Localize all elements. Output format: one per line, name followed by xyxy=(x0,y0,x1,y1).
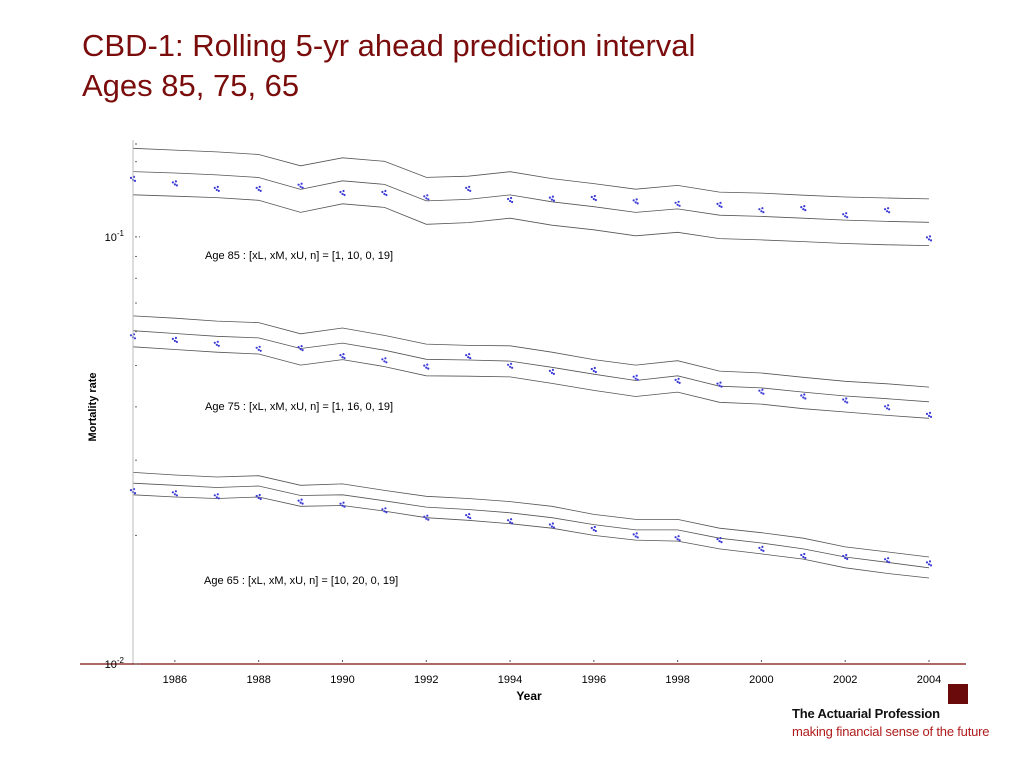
data-point xyxy=(381,357,388,364)
data-point xyxy=(171,490,178,497)
data-point xyxy=(297,182,304,189)
data-point xyxy=(674,200,681,207)
x-tick-label: 2002 xyxy=(833,674,857,686)
panel-annotation: Age 75 : [xL, xM, xU, n] = [1, 16, 0, 19… xyxy=(205,401,393,413)
data-point xyxy=(297,345,304,352)
panel-annotation: Age 65 : [xL, xM, xU, n] = [10, 20, 0, 1… xyxy=(204,575,398,587)
data-point xyxy=(800,205,807,212)
chart-labels: 1986 1988 1990 1992 1994 1996 1998 2000 2002 2004… xyxy=(87,229,941,703)
data-point xyxy=(632,198,639,205)
title-line-1: CBD-1: Rolling 5-yr ahead prediction int… xyxy=(82,28,696,63)
data-point xyxy=(758,207,765,214)
data-point xyxy=(674,377,681,384)
data-point xyxy=(548,368,556,375)
data-point xyxy=(423,363,430,370)
data-point xyxy=(590,194,597,202)
observed-points xyxy=(129,175,933,567)
data-point xyxy=(800,393,807,400)
chart-axes xyxy=(80,140,966,665)
data-point xyxy=(255,345,262,352)
data-point xyxy=(339,501,346,508)
y-axis-label: Mortality rate xyxy=(87,372,99,441)
data-point xyxy=(800,552,807,560)
data-point xyxy=(716,201,723,208)
data-point xyxy=(213,340,220,347)
data-point xyxy=(548,522,556,529)
x-tick-label: 1998 xyxy=(665,674,689,686)
data-point xyxy=(507,362,514,369)
data-point xyxy=(590,366,597,374)
data-point xyxy=(213,493,220,500)
data-point xyxy=(507,518,514,525)
data-point xyxy=(381,507,388,514)
brand-tagline: making financial sense of the future xyxy=(792,724,990,739)
brand-logo-box xyxy=(948,684,968,704)
data-point xyxy=(423,514,430,521)
x-tick-label: 2000 xyxy=(749,674,773,686)
data-point xyxy=(716,381,723,388)
data-point xyxy=(339,189,346,197)
band-lower-line xyxy=(132,194,930,246)
x-tick-label: 1986 xyxy=(163,674,187,686)
y-tick-label: 10-2 xyxy=(105,656,125,671)
data-point xyxy=(381,189,388,197)
data-point xyxy=(548,195,556,202)
panel-annotation: Age 85 : [xL, xM, xU, n] = [1, 10, 0, 19… xyxy=(205,250,393,262)
data-point xyxy=(842,553,849,561)
data-point xyxy=(255,185,262,192)
title-line-2: Ages 85, 75, 65 xyxy=(82,68,300,103)
data-point xyxy=(758,388,765,395)
data-point xyxy=(465,353,472,360)
band-upper-line xyxy=(132,147,930,200)
band-lower-line xyxy=(132,346,930,419)
x-tick-label: 1990 xyxy=(330,674,354,686)
brand-name: The Actuarial Profession xyxy=(792,706,940,721)
data-point xyxy=(171,180,178,187)
data-point xyxy=(884,207,891,214)
band-lower-line xyxy=(132,494,930,579)
data-point xyxy=(339,353,346,360)
band-middle-line xyxy=(132,330,930,403)
x-tick-label: 1994 xyxy=(498,674,522,686)
data-point xyxy=(465,513,472,520)
band-upper-line xyxy=(132,472,930,558)
data-point xyxy=(925,235,933,242)
data-point xyxy=(590,525,597,533)
data-point xyxy=(884,404,891,411)
x-tick-label: 1992 xyxy=(414,674,438,686)
x-tick-label: 1996 xyxy=(582,674,606,686)
band-middle-line xyxy=(132,482,930,569)
slide-title: CBD-1: Rolling 5-yr ahead prediction int… xyxy=(82,26,695,106)
data-point xyxy=(674,535,681,542)
prediction-bands xyxy=(132,147,930,579)
data-point xyxy=(213,185,220,192)
data-point xyxy=(925,411,933,418)
data-point xyxy=(507,196,514,204)
data-point xyxy=(632,374,639,381)
data-point xyxy=(423,194,430,201)
band-middle-line xyxy=(132,171,930,223)
data-point xyxy=(842,397,849,404)
data-point xyxy=(297,498,304,505)
data-point xyxy=(465,185,472,192)
data-point xyxy=(171,336,178,343)
band-upper-line xyxy=(132,315,930,388)
data-point xyxy=(842,212,849,219)
data-point xyxy=(632,532,639,539)
y-tick-label: 10-1 xyxy=(105,229,125,244)
data-point xyxy=(925,560,933,567)
x-tick-label: 2004 xyxy=(917,674,941,686)
x-tick-label: 1988 xyxy=(246,674,270,686)
data-point xyxy=(716,537,723,544)
x-axis-label: Year xyxy=(516,689,542,703)
data-point xyxy=(255,493,262,501)
data-point xyxy=(884,557,891,564)
data-point xyxy=(758,545,765,553)
